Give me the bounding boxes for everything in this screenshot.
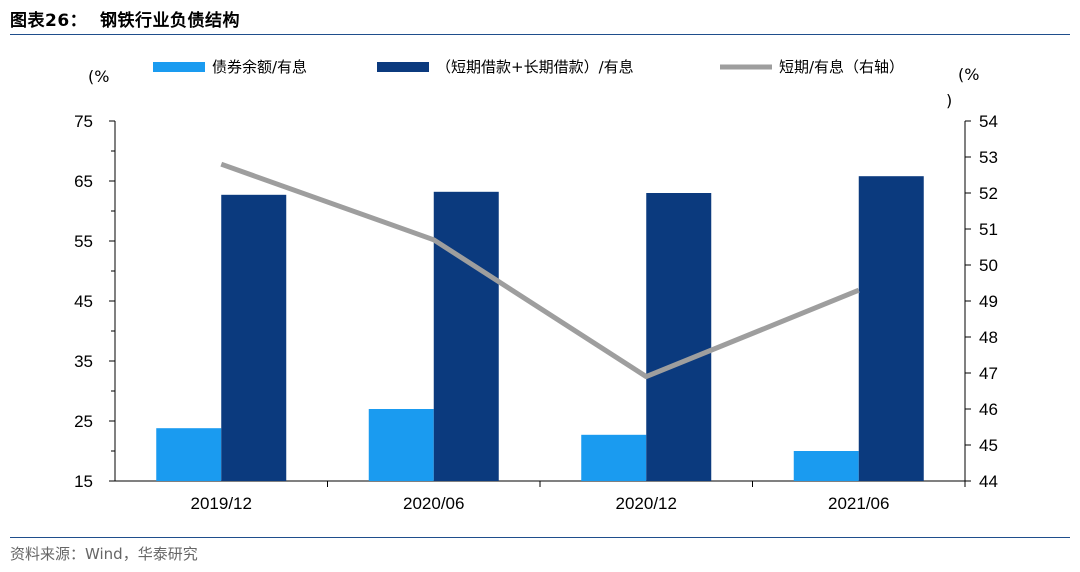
right-tick-label: 46	[979, 400, 998, 419]
legend: 债券余额/有息 （短期借款+长期借款）/有息 短期/有息（右轴）	[153, 58, 904, 76]
source-note: 资料来源：Wind，华泰研究	[10, 545, 198, 563]
bars	[156, 176, 924, 482]
left-axis-unit: (%	[88, 67, 109, 86]
bar-bond-ratio	[793, 451, 859, 481]
right-tick-label: 47	[979, 364, 998, 383]
right-tick-label: 50	[979, 256, 998, 275]
x-tick-label: 2019/12	[191, 494, 252, 513]
right-tick-label: 48	[979, 328, 998, 347]
left-tick-label: 25	[74, 412, 93, 431]
bar-loan-ratio	[858, 176, 924, 481]
right-tick-label: 54	[979, 112, 998, 131]
bar-loan-ratio	[433, 191, 499, 482]
left-tick-label: 55	[74, 232, 93, 251]
right-axis-unit-paren: )	[946, 91, 952, 110]
left-tick-label: 35	[74, 352, 93, 371]
axes: 15 25 35 45 55 65 75 44 45 46 47 48 49 50 51 52 53 54	[74, 112, 998, 491]
bar-bond-ratio	[156, 428, 222, 481]
legend-label-loans: （短期借款+长期借款）/有息	[436, 58, 634, 76]
left-tick-label: 65	[74, 172, 93, 191]
x-tick-label: 2020/12	[616, 494, 677, 513]
right-tick-label: 44	[979, 472, 998, 491]
bar-bond-ratio	[368, 409, 434, 481]
x-axis-labels: 2019/12 2020/06 2020/12 2021/06	[191, 494, 890, 513]
left-tick-label: 15	[74, 472, 93, 491]
figure-title: 图表26： 钢铁行业负债结构	[10, 11, 240, 31]
legend-swatch-loans	[377, 62, 429, 72]
left-tick-label: 75	[74, 112, 93, 131]
right-tick-label: 52	[979, 184, 998, 203]
left-tick-label: 45	[74, 292, 93, 311]
right-tick-label: 45	[979, 436, 998, 455]
right-tick-label: 53	[979, 148, 998, 167]
bar-loan-ratio	[221, 194, 287, 482]
line-series	[220, 161, 860, 380]
legend-swatch-bond	[153, 62, 205, 72]
bar-bond-ratio	[581, 434, 647, 481]
x-tick-label: 2020/06	[403, 494, 464, 513]
title-rule	[10, 34, 1070, 35]
x-tick-label: 2021/06	[828, 494, 889, 513]
right-tick-label: 49	[979, 292, 998, 311]
chart: 债券余额/有息 （短期借款+长期借款）/有息 短期/有息（右轴） (% (% )…	[74, 58, 998, 513]
legend-label-short: 短期/有息（右轴）	[779, 58, 904, 76]
right-axis-unit: (%	[958, 65, 979, 84]
right-tick-label: 51	[979, 220, 998, 239]
line-short-term-ratio	[220, 161, 860, 380]
bar-loan-ratio	[646, 193, 712, 481]
footer-rule	[10, 537, 1070, 538]
legend-label-bond: 债券余额/有息	[212, 58, 307, 76]
